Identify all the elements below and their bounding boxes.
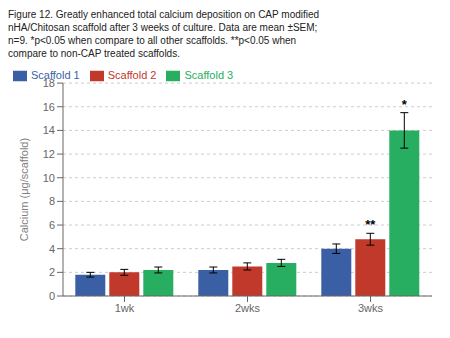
svg-text:**: ** [365,217,376,232]
svg-text:2: 2 [49,266,55,278]
svg-text:2wks: 2wks [235,302,261,314]
svg-text:6: 6 [49,219,55,231]
svg-text:10: 10 [43,172,55,184]
svg-text:18: 18 [43,77,55,89]
svg-text:16: 16 [43,101,55,113]
svg-text:0: 0 [49,290,55,302]
svg-text:*: * [402,97,408,112]
svg-text:8: 8 [49,195,55,207]
svg-text:14: 14 [43,124,55,136]
svg-text:Calcium (μg/scaffold): Calcium (μg/scaffold) [18,138,30,241]
svg-text:12: 12 [43,148,55,160]
svg-text:1wk: 1wk [115,302,135,314]
svg-text:4: 4 [49,243,55,255]
svg-text:3wks: 3wks [358,302,384,314]
